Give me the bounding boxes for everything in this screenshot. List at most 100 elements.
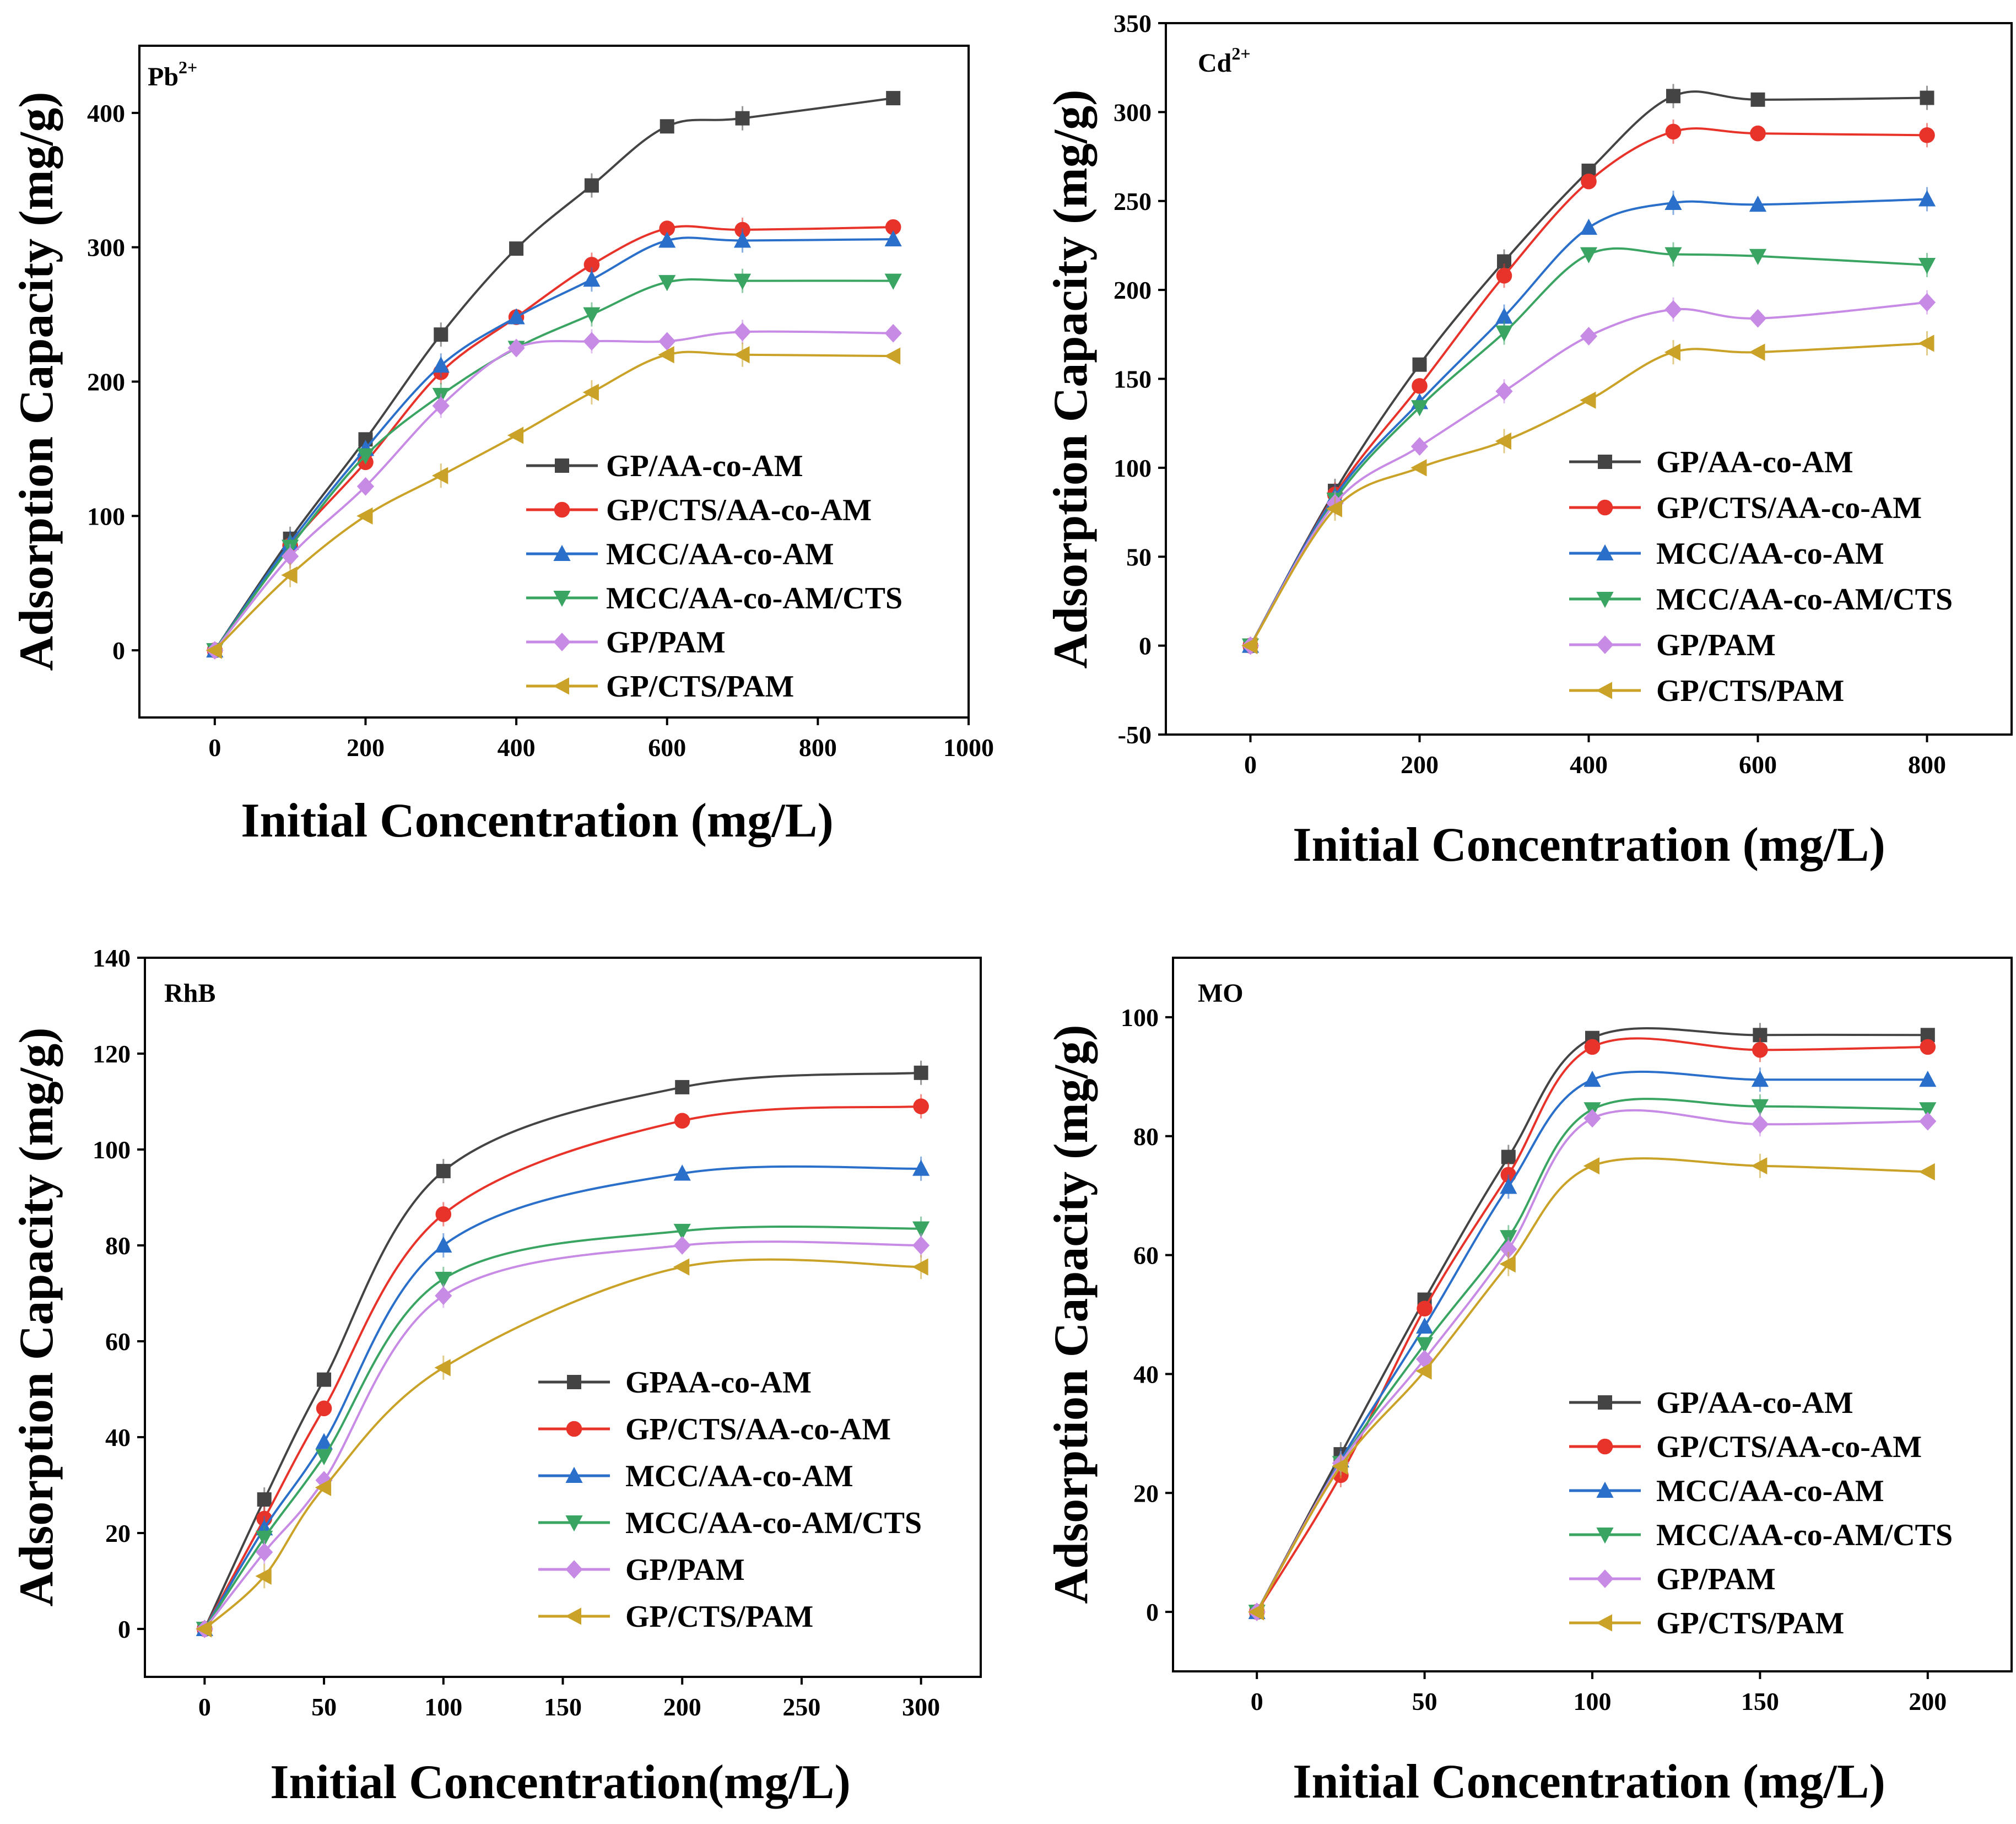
data-point — [658, 332, 676, 351]
legend-label: GP/PAM — [606, 625, 726, 660]
data-point — [1410, 400, 1429, 417]
legend-marker — [1596, 1614, 1612, 1632]
data-point — [1583, 1109, 1601, 1128]
legend-marker — [1596, 592, 1614, 608]
legend-label: GP/CTS/PAM — [1656, 674, 1844, 708]
x-tick-label: 400 — [498, 733, 536, 762]
data-point — [660, 119, 674, 134]
x-tick-label: 200 — [347, 733, 385, 762]
x-tick-label: 50 — [311, 1693, 337, 1721]
data-point — [886, 91, 901, 106]
data-point — [1919, 1102, 1937, 1119]
chart-panel-4: 0 50 100 150 200 0 20 40 60 80 100 Initial Concentr… — [1045, 957, 2013, 1809]
data-point — [1918, 293, 1936, 312]
legend-marker — [565, 1607, 581, 1625]
data-point — [435, 1236, 452, 1253]
data-point — [658, 231, 676, 248]
legend-label: GP/AA-co-AM — [1656, 1386, 1853, 1420]
panel-annotation: Cd2+ — [1198, 44, 1251, 78]
data-point — [582, 384, 599, 401]
y-tick-label: 150 — [1114, 365, 1152, 393]
y-tick-label: 350 — [1114, 9, 1152, 37]
legend-marker — [1596, 1481, 1614, 1498]
legend-label: GPAA-co-AM — [625, 1366, 812, 1400]
legend-marker — [553, 544, 571, 561]
data-point — [1241, 637, 1258, 655]
x-tick-label: 800 — [1908, 751, 1946, 779]
data-point — [1664, 247, 1682, 263]
y-tick-label: 200 — [1114, 276, 1152, 304]
data-point — [1500, 1178, 1517, 1194]
legend: GP/AA-co-AM GP/CTS/AA-co-AM MCC/AA-co-AM MC… — [1569, 445, 1953, 708]
panel-annotation: MO — [1198, 979, 1244, 1008]
data-point — [315, 1449, 333, 1466]
data-point — [1919, 1111, 1937, 1131]
data-point — [583, 270, 601, 287]
y-tick-label: 300 — [1114, 98, 1152, 126]
data-point — [1580, 218, 1598, 235]
y-tick-label: 0 — [1146, 1598, 1159, 1626]
y-tick-label: 20 — [105, 1519, 131, 1547]
data-point — [1749, 249, 1767, 266]
data-point — [1664, 193, 1682, 210]
y-tick-label: 0 — [112, 636, 125, 665]
y-axis-label: Adsorption Capacity (mg/g) — [1045, 1024, 1098, 1604]
series-GP/PAM — [206, 320, 902, 660]
x-tick-label: 0 — [208, 733, 221, 762]
data-point — [673, 1164, 691, 1181]
data-point — [1499, 1255, 1516, 1273]
data-point — [432, 396, 450, 415]
data-point — [434, 1359, 451, 1377]
data-point — [885, 219, 901, 235]
data-point — [1326, 500, 1342, 517]
legend-label: MCC/AA-co-AM/CTS — [1656, 582, 1953, 617]
data-point — [1412, 357, 1427, 372]
legend-marker — [1596, 682, 1612, 699]
y-tick-label: 120 — [93, 1040, 131, 1068]
series-GP/CTS/AA-co-AM — [197, 1094, 929, 1637]
data-point — [673, 1236, 691, 1255]
data-point — [1751, 1115, 1769, 1134]
y-tick-label: 20 — [1133, 1479, 1159, 1507]
data-point — [884, 273, 902, 290]
data-point — [913, 1098, 929, 1114]
y-tick-label: 40 — [105, 1423, 131, 1451]
data-point — [256, 1542, 273, 1562]
data-point — [356, 507, 373, 525]
legend-marker — [1596, 635, 1614, 654]
data-point — [315, 1471, 333, 1490]
data-point — [1495, 325, 1513, 342]
data-point — [1750, 92, 1765, 107]
data-point — [673, 1258, 690, 1276]
data-point — [356, 448, 375, 465]
y-tick-label: 40 — [1133, 1360, 1159, 1388]
data-point — [1580, 391, 1596, 409]
data-point — [1750, 125, 1766, 142]
data-point — [432, 467, 448, 484]
data-point — [1581, 173, 1597, 190]
x-axis-label: Initial Concentration (mg/L) — [1293, 818, 1885, 872]
data-point — [507, 427, 524, 444]
data-point — [1417, 1300, 1433, 1317]
data-point — [315, 1433, 333, 1449]
series-MCC/AA-co-AM — [196, 1156, 930, 1636]
series-line — [203, 1105, 921, 1629]
data-point — [432, 356, 450, 373]
data-point — [733, 322, 752, 342]
legend-label: MCC/AA-co-AM — [625, 1459, 853, 1493]
data-point — [507, 338, 525, 358]
annotation-superscript: 2+ — [179, 57, 197, 77]
data-point — [315, 1478, 332, 1496]
x-tick-label: 600 — [1739, 751, 1777, 779]
legend-label: GP/CTS/AA-co-AM — [1656, 1430, 1922, 1464]
data-point — [884, 347, 901, 365]
data-point — [1580, 247, 1598, 263]
data-point — [1416, 1337, 1434, 1353]
legend-label: GP/CTS/PAM — [606, 670, 794, 704]
data-point — [1749, 343, 1765, 361]
x-tick-label: 0 — [198, 1693, 211, 1721]
data-point — [282, 547, 299, 566]
x-tick-label: 150 — [1741, 1687, 1779, 1715]
x-tick-label: 200 — [1401, 751, 1439, 779]
legend-label: MCC/AA-co-AM/CTS — [625, 1506, 922, 1540]
